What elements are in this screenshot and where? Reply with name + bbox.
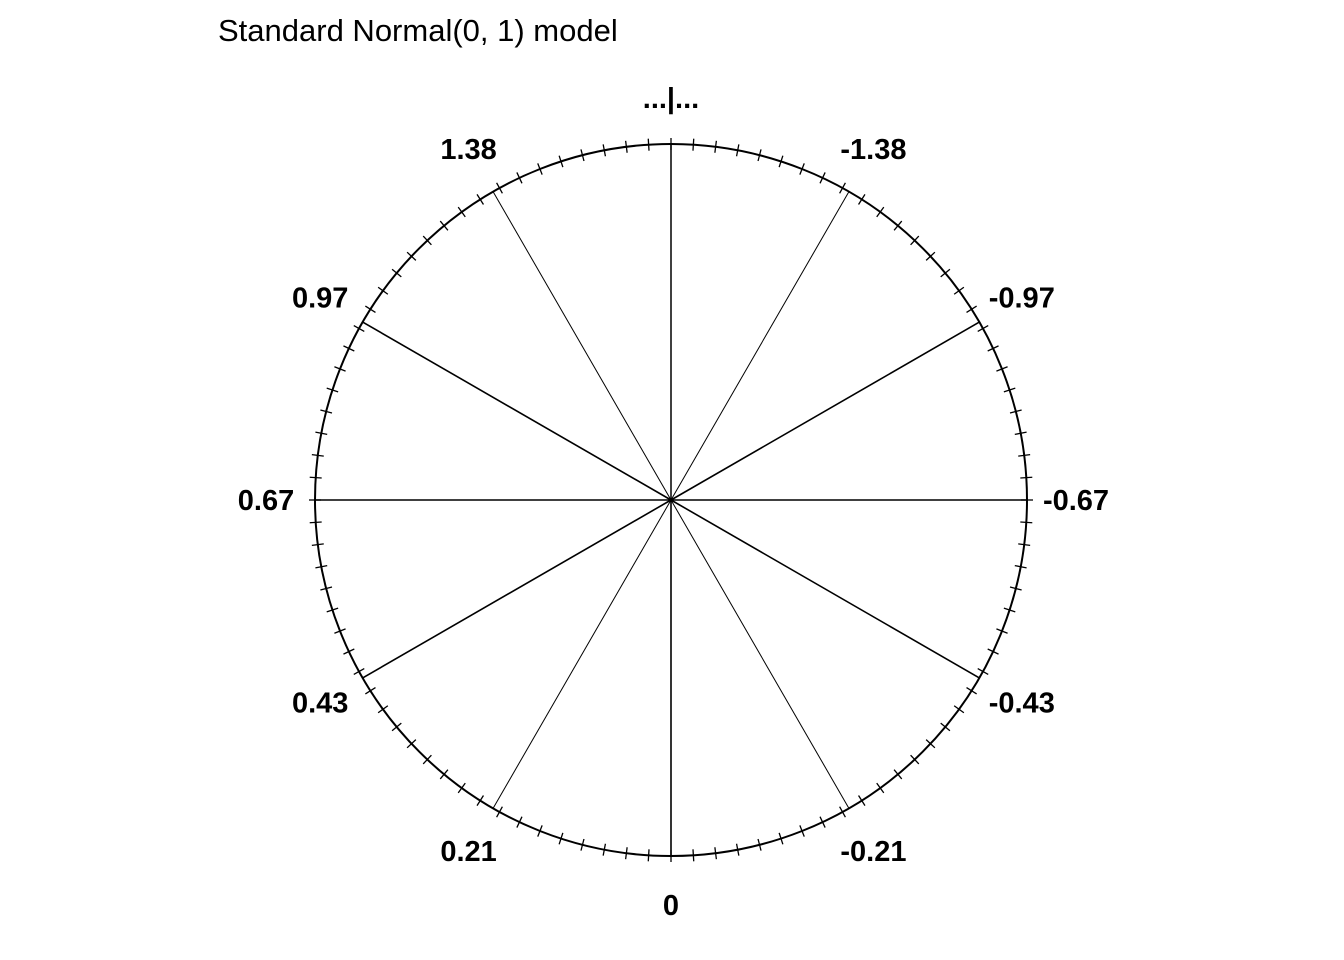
quantile-spoke (492, 191, 672, 501)
quantile-label: -1.38 (840, 134, 906, 166)
quantile-label: 0 (663, 890, 679, 922)
chart-title: Standard Normal(0, 1) model (218, 13, 618, 48)
quantile-spoke (670, 499, 980, 679)
quantile-labels: -1.38 -0.97 -0.67 -0.43 -0.21 0 0.21 0.43 0.67 0.… (238, 134, 1109, 922)
quantile-spokes (315, 191, 1027, 856)
quantile-spoke (670, 191, 850, 501)
quantile-label: 1.38 (440, 134, 496, 166)
quantile-label: -0.43 (989, 687, 1055, 719)
quantile-label: 0.97 (292, 283, 348, 315)
quantile-label: -0.97 (989, 283, 1055, 315)
quantile-spoke (362, 499, 672, 679)
quantile-spoke (362, 321, 672, 501)
quantile-label: 0.21 (440, 836, 496, 868)
quantile-label: 0.67 (238, 485, 294, 517)
quantile-spoke (670, 321, 980, 501)
quantile-spoke (670, 499, 850, 809)
quantile-label: -0.21 (840, 836, 906, 868)
quantile-spoke (492, 499, 672, 809)
top-label: ...|... (643, 83, 699, 115)
quantile-label: -0.67 (1043, 485, 1109, 517)
quantile-label: 0.43 (292, 687, 348, 719)
